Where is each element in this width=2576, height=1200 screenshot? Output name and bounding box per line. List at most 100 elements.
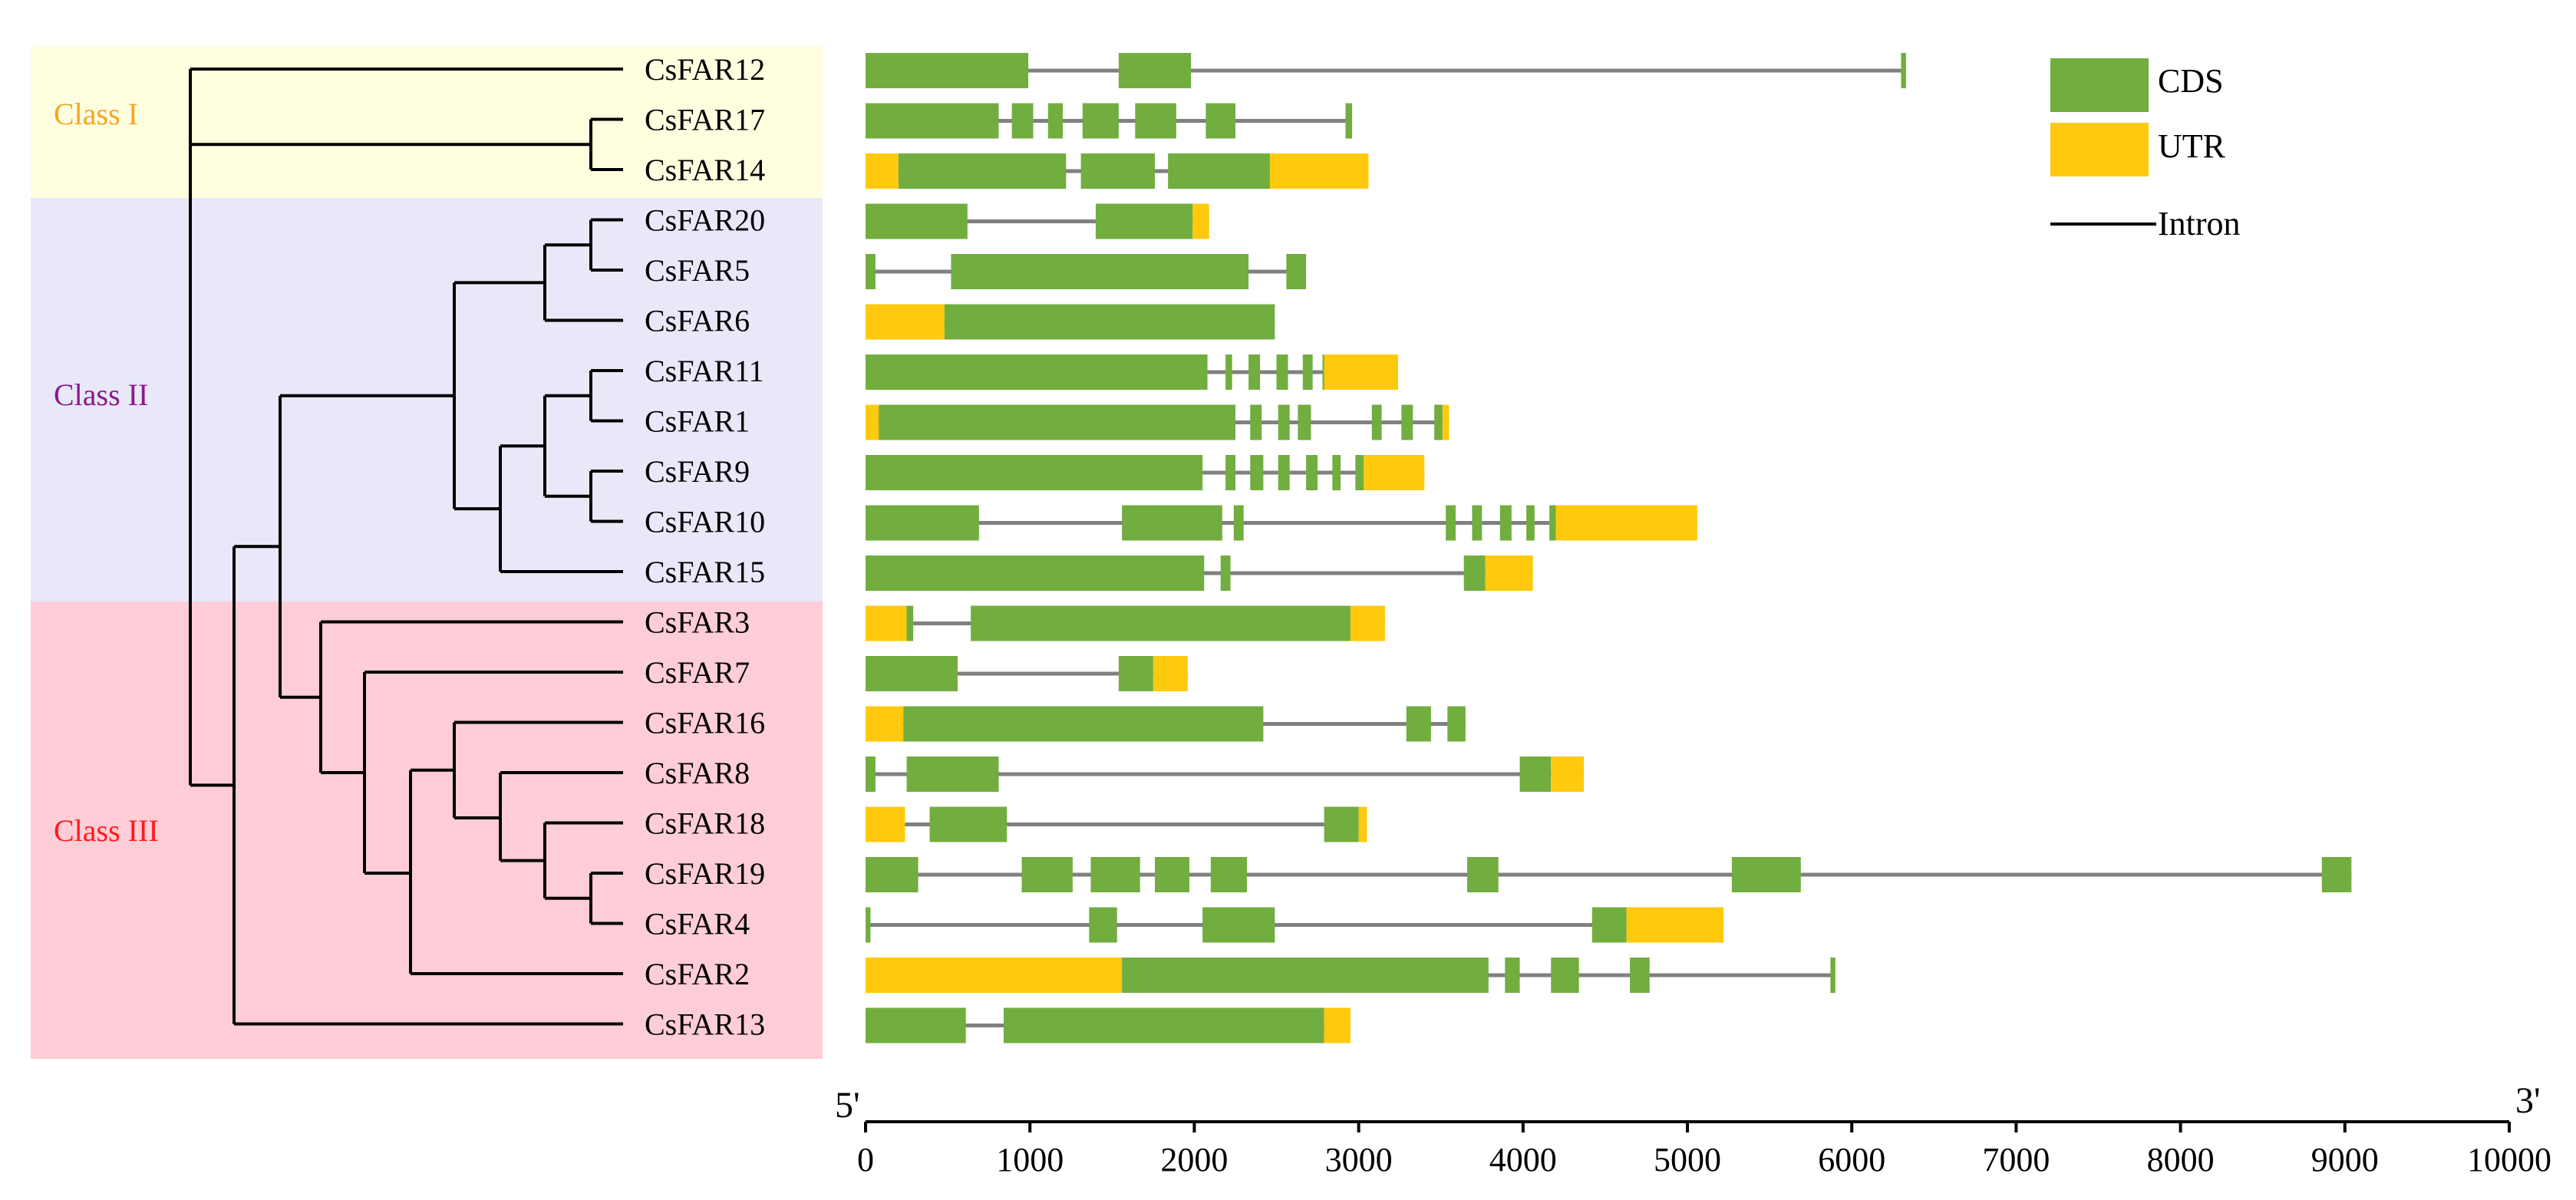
cds-block	[1080, 153, 1155, 189]
class-label-II: Class II	[54, 377, 148, 412]
cds-block	[1090, 857, 1140, 892]
legend-cds-swatch	[2050, 58, 2149, 112]
utr-block	[866, 958, 1123, 993]
cds-block	[1250, 404, 1262, 440]
axis-tick-label: 7000	[1982, 1141, 2050, 1179]
gene-structure-row	[866, 555, 1533, 591]
gene-structure-row	[866, 404, 1450, 440]
cds-block	[866, 757, 876, 792]
gene-label: CsFAR3	[645, 605, 750, 640]
utr-block	[1324, 1007, 1351, 1043]
cds-block	[866, 857, 919, 892]
class-labels: Class I Class II Class III	[54, 97, 159, 848]
cds-block	[944, 304, 1275, 340]
cds-block	[1118, 53, 1192, 88]
class-backgrounds	[31, 46, 823, 1059]
cds-block	[1210, 857, 1247, 892]
cds-block	[866, 254, 876, 289]
gene-structure-row	[866, 857, 2352, 892]
gene-label: CsFAR2	[645, 957, 750, 991]
cds-block	[1168, 153, 1270, 189]
gene-structure-row	[866, 907, 1724, 943]
cds-block	[1095, 203, 1193, 239]
cds-block	[866, 455, 1203, 490]
cds-block	[951, 254, 1249, 289]
cds-block	[866, 354, 1208, 390]
cds-block	[1154, 857, 1189, 892]
cds-block	[1447, 706, 1466, 742]
cds-block	[1519, 757, 1552, 792]
axis-5prime-label: 5'	[835, 1085, 860, 1126]
cds-block	[1345, 103, 1353, 139]
cds-block	[903, 706, 1264, 742]
cds-block	[1434, 404, 1443, 440]
cds-block	[1302, 354, 1313, 390]
cds-block	[1248, 354, 1261, 390]
cds-block	[1135, 103, 1176, 139]
axis-tick-label: 3000	[1325, 1141, 1393, 1179]
cds-block	[1406, 706, 1431, 742]
cds-block	[1220, 555, 1231, 591]
cds-block	[1446, 505, 1456, 541]
cds-block	[929, 806, 1008, 842]
gene-label: CsFAR4	[645, 907, 750, 941]
utr-block	[866, 706, 904, 742]
cds-block	[1472, 505, 1483, 541]
cds-block	[1225, 455, 1235, 490]
cds-block	[1047, 103, 1064, 139]
class-bg-2	[31, 198, 823, 602]
cds-block	[1551, 958, 1579, 993]
axis-tick-label: 0	[857, 1141, 874, 1179]
cds-block	[1371, 404, 1382, 440]
gene-structure-row	[866, 706, 1466, 742]
gene-label: CsFAR8	[645, 756, 750, 790]
gene-label: CsFAR20	[645, 203, 765, 238]
gene-structure-row	[866, 354, 1399, 390]
utr-block	[1358, 806, 1367, 842]
cds-block	[1591, 907, 1627, 943]
gene-label: CsFAR17	[645, 103, 765, 137]
cds-block	[1466, 857, 1499, 892]
axis-tick-label: 4000	[1489, 1141, 1557, 1179]
cds-block	[866, 203, 968, 239]
cds-block	[1233, 505, 1244, 541]
gene-label: CsFAR19	[645, 856, 765, 891]
cds-block	[1250, 455, 1264, 490]
cds-block	[898, 153, 1067, 189]
class-label-III: Class III	[54, 813, 159, 848]
cds-block	[1324, 806, 1359, 842]
cds-block	[1306, 455, 1318, 490]
cds-block	[1122, 958, 1489, 993]
utr-block	[1485, 555, 1533, 591]
cds-block	[1011, 103, 1034, 139]
class-bg-1	[31, 46, 823, 198]
utr-block	[1192, 203, 1209, 239]
utr-block	[1555, 505, 1697, 541]
class-label-I: Class I	[54, 97, 138, 131]
cds-block	[879, 404, 1235, 440]
gene-structure-row	[866, 757, 1585, 792]
cds-block	[1122, 505, 1222, 541]
axis-tick-label: 5000	[1654, 1141, 1721, 1179]
cds-block	[866, 907, 871, 943]
gene-label: CsFAR9	[645, 454, 750, 489]
gene-structures	[866, 53, 2352, 1043]
axis-3prime-label: 3'	[2515, 1080, 2541, 1121]
cds-block	[1278, 455, 1290, 490]
cds-block	[866, 53, 1029, 88]
legend-intron-label: Intron	[2158, 205, 2241, 242]
cds-block	[1206, 103, 1235, 139]
utr-block	[866, 304, 945, 340]
utr-block	[866, 806, 905, 842]
cds-block	[1082, 103, 1119, 139]
cds-block	[1731, 857, 1801, 892]
utr-block	[1350, 605, 1385, 641]
utr-block	[1551, 757, 1585, 792]
cds-block	[1225, 354, 1232, 390]
cds-block	[1505, 958, 1520, 993]
gene-structure-row	[866, 254, 1307, 289]
gene-label: CsFAR5	[645, 253, 750, 288]
utr-block	[1153, 656, 1188, 691]
gene-labels: CsFAR12 CsFAR17 CsFAR14 CsFAR20 CsFAR5 CsFAR6…	[645, 52, 765, 1042]
